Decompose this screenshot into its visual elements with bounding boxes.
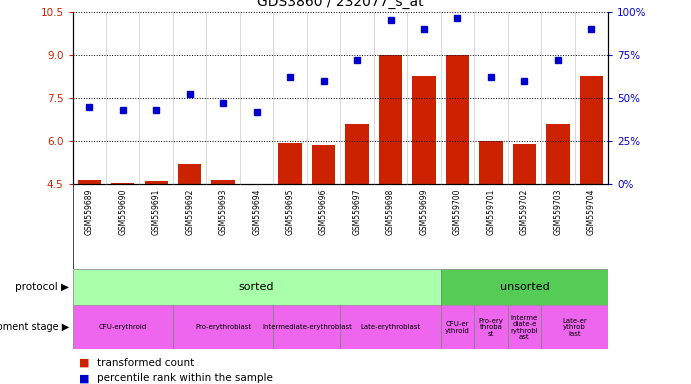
Bar — [173, 305, 274, 349]
Bar — [379, 55, 402, 184]
Text: transformed count: transformed count — [97, 358, 194, 368]
Text: GSM559703: GSM559703 — [553, 189, 562, 235]
Text: GSM559693: GSM559693 — [218, 189, 227, 235]
Text: ■: ■ — [79, 373, 90, 383]
Bar — [441, 269, 608, 305]
Bar — [541, 305, 608, 349]
Text: GSM559701: GSM559701 — [486, 189, 495, 235]
Bar — [178, 164, 201, 184]
Text: sorted: sorted — [239, 282, 274, 292]
Bar — [413, 76, 436, 184]
Text: unsorted: unsorted — [500, 282, 549, 292]
Bar — [508, 305, 541, 349]
Text: GSM559697: GSM559697 — [352, 189, 361, 235]
Bar — [341, 305, 441, 349]
Text: development stage ▶: development stage ▶ — [0, 322, 69, 333]
Bar — [211, 180, 235, 184]
Bar — [446, 55, 469, 184]
Bar — [77, 180, 101, 184]
Text: Interme
diate-e
rythrobl
ast: Interme diate-e rythrobl ast — [511, 314, 538, 340]
Text: Intermediate-erythroblast: Intermediate-erythroblast — [262, 324, 352, 330]
Text: GSM559702: GSM559702 — [520, 189, 529, 235]
Text: GSM559691: GSM559691 — [152, 189, 161, 235]
Title: GDS3860 / 232077_s_at: GDS3860 / 232077_s_at — [257, 0, 424, 9]
Text: protocol ▶: protocol ▶ — [15, 282, 69, 292]
Bar — [480, 141, 502, 184]
Bar — [474, 305, 508, 349]
Bar — [312, 146, 335, 184]
Text: ■: ■ — [79, 358, 90, 368]
Text: Pro-erythroblast: Pro-erythroblast — [195, 324, 252, 330]
Bar — [73, 305, 173, 349]
Text: Late-er
ythrob
last: Late-er ythrob last — [562, 318, 587, 337]
Bar — [441, 305, 474, 349]
Text: GSM559689: GSM559689 — [85, 189, 94, 235]
Text: Pro-ery
throba
st: Pro-ery throba st — [478, 318, 503, 337]
Text: CFU-er
ythroid: CFU-er ythroid — [445, 321, 470, 334]
Text: GSM559698: GSM559698 — [386, 189, 395, 235]
Text: Late-erythroblast: Late-erythroblast — [361, 324, 421, 330]
Bar — [546, 124, 569, 184]
Text: GSM559695: GSM559695 — [285, 189, 294, 235]
Bar — [274, 305, 341, 349]
Text: GSM559696: GSM559696 — [319, 189, 328, 235]
Text: percentile rank within the sample: percentile rank within the sample — [97, 373, 273, 383]
Text: GSM559699: GSM559699 — [419, 189, 428, 235]
Text: GSM559690: GSM559690 — [118, 189, 127, 235]
Bar — [73, 269, 441, 305]
Bar — [278, 142, 302, 184]
Text: GSM559694: GSM559694 — [252, 189, 261, 235]
Bar — [346, 124, 369, 184]
Text: GSM559704: GSM559704 — [587, 189, 596, 235]
Text: GSM559692: GSM559692 — [185, 189, 194, 235]
Bar — [144, 182, 168, 184]
Text: CFU-erythroid: CFU-erythroid — [99, 324, 147, 330]
Bar — [580, 76, 603, 184]
Text: GSM559700: GSM559700 — [453, 189, 462, 235]
Bar — [513, 144, 536, 184]
Bar — [111, 183, 135, 184]
